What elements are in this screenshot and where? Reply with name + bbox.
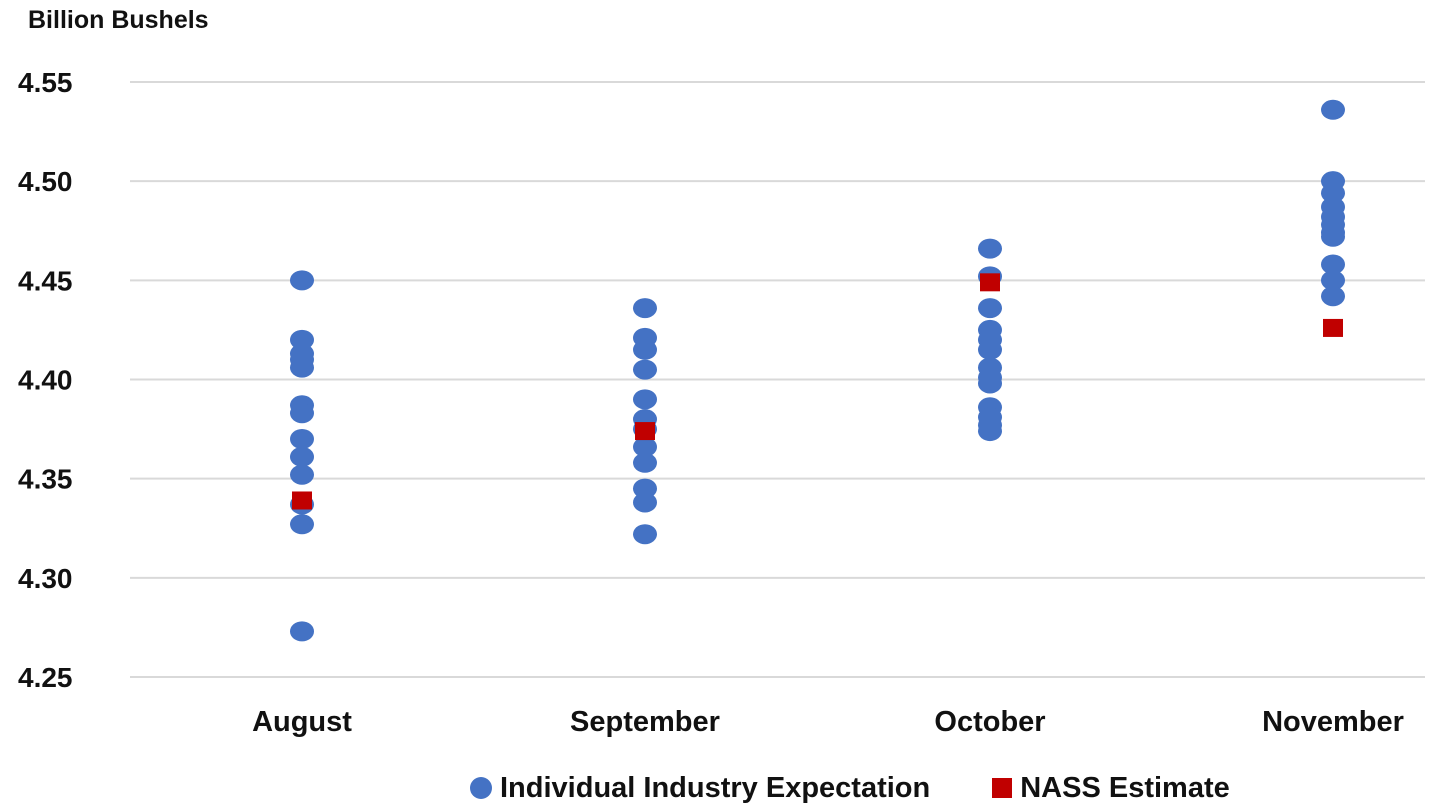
y-tick-label: 4.40 [18,365,73,396]
expectation-point [290,429,314,449]
y-tick-label: 4.35 [18,464,73,495]
legend-square-marker-icon [992,778,1013,798]
expectation-point [290,514,314,535]
expectation-point [290,621,314,642]
x-axis-tick-labels: August September October November [252,706,1404,738]
expectation-point [633,452,657,473]
gridlines [130,81,1425,678]
expectation-point [1321,226,1345,247]
expectation-point [978,421,1002,442]
expectation-point [290,357,314,378]
x-tick-label: October [934,706,1045,738]
nass-points [292,273,1343,510]
expectation-point [1321,270,1345,291]
y-tick-label: 4.45 [18,265,73,296]
expectation-point [633,298,657,319]
y-tick-label: 4.30 [18,563,73,594]
expectation-point [290,446,314,467]
expectation-point [633,492,657,513]
nass-estimate-point [1323,318,1343,337]
expectation-point [633,478,657,499]
chart-title: Billion Bushels [28,6,209,34]
x-tick-label: September [570,706,720,738]
nass-estimate-point [635,422,655,441]
x-tick-label: August [252,706,352,738]
expectation-point [978,238,1002,259]
y-tick-label: 4.55 [18,67,73,98]
expectation-point [633,389,657,410]
nass-estimate-point [292,491,312,510]
y-tick-label: 4.50 [18,166,73,197]
legend-label-expectation: Individual Industry Expectation [500,771,931,804]
x-tick-label: November [1262,706,1404,738]
expectation-point [290,270,314,291]
expectation-point [633,339,657,360]
expectation-point [978,298,1002,319]
expectation-point [633,524,657,545]
y-tick-label: 4.25 [18,662,73,693]
expectation-point [1321,286,1345,307]
expectation-point [290,403,314,424]
expectation-point [633,436,657,457]
expectation-point [978,339,1002,360]
expectation-point [978,373,1002,394]
legend-circle-marker-icon [470,777,492,799]
expectation-point [633,359,657,380]
legend: Individual Industry Expectation NASS Est… [470,770,1230,806]
legend-item-expectation: Individual Industry Expectation [470,772,930,805]
expectation-points [290,99,1345,642]
expectation-point [290,464,314,485]
nass-estimate-point [980,273,1000,292]
expectation-point [1321,183,1345,204]
expectation-point [1321,254,1345,275]
expectation-point [290,329,314,350]
legend-item-nass: NASS Estimate [992,772,1230,805]
y-axis-tick-labels: 4.25 4.30 4.35 4.40 4.45 4.50 4.55 [18,67,73,693]
expectation-point [1321,99,1345,120]
legend-label-nass: NASS Estimate [1020,771,1230,804]
